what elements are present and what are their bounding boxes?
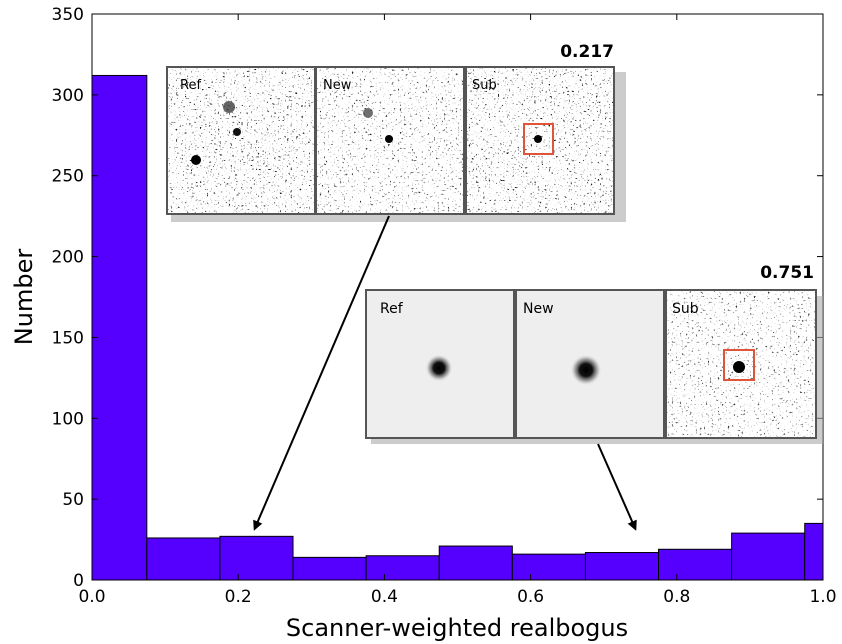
y-axis-ticks: 0 50 100 150 200 250 300 350: [52, 5, 823, 591]
histogram-bar: [219, 535, 294, 581]
x-tick-label: 0.2: [225, 587, 252, 607]
inset-panel-new: New: [315, 66, 465, 215]
inset-panel-new: New: [515, 289, 665, 439]
y-tick-label: 300: [52, 86, 84, 106]
x-tick-label: 1.0: [809, 587, 836, 607]
x-axis-label: Scanner-weighted realbogus: [286, 614, 628, 642]
arrow-high-score: [597, 443, 637, 531]
inset-panel-ref: Ref: [166, 66, 316, 215]
inset-panel-sub: Sub: [465, 66, 615, 215]
histogram-bar: [91, 74, 148, 581]
inset-panel-title: Sub: [672, 301, 699, 317]
histogram-bar: [584, 552, 660, 581]
histogram-bar: [292, 556, 367, 581]
inset-score-label: 0.217: [560, 42, 614, 62]
y-tick-label: 250: [52, 167, 84, 187]
inset-panel-title: New: [323, 78, 352, 93]
histogram-bar: [731, 532, 806, 581]
y-tick-label: 0: [73, 571, 84, 591]
inset-panel-title: Sub: [472, 78, 497, 93]
histogram-bar: [438, 545, 513, 581]
arrow-low-score: [253, 215, 390, 531]
y-tick-label: 200: [52, 248, 84, 268]
histogram-bar: [658, 548, 733, 581]
bars-group: [91, 74, 824, 581]
histogram-bar: [511, 553, 586, 581]
x-tick-label: 0.6: [517, 587, 544, 607]
inset-low-score: 0.217 Ref New Sub: [166, 42, 626, 222]
y-tick-label: 150: [52, 328, 84, 348]
inset-panel-title: New: [523, 301, 554, 317]
x-tick-label: 0.8: [663, 587, 690, 607]
inset-high-score: 0.751 Ref New Sub: [365, 263, 823, 444]
x-axis-ticks: 0.0 0.2 0.4 0.6 0.8 1.0: [78, 14, 837, 607]
histogram-bar: [365, 555, 440, 581]
y-tick-label: 350: [52, 5, 84, 25]
inset-panel-title: Ref: [180, 78, 201, 93]
inset-score-label: 0.751: [760, 263, 814, 283]
inset-panel-sub: Sub: [665, 289, 817, 439]
y-tick-label: 50: [62, 490, 84, 510]
inset-panel-title: Ref: [380, 301, 404, 317]
x-tick-label: 0.0: [78, 587, 105, 607]
histogram-bar: [804, 522, 824, 581]
histogram-bar: [146, 537, 221, 581]
y-tick-label: 100: [52, 409, 84, 429]
inset-panel-ref: Ref: [365, 289, 515, 439]
y-axis-label: Number: [10, 249, 38, 346]
x-tick-label: 0.4: [371, 587, 398, 607]
